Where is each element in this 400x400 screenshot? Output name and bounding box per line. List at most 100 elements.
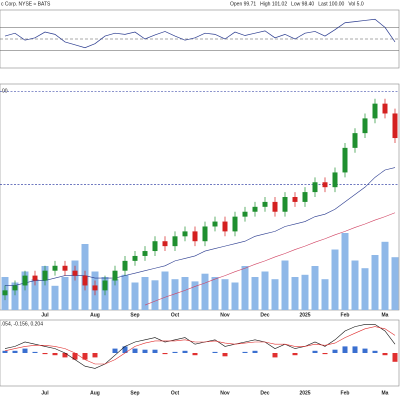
candle-body [72, 270, 78, 276]
macd-histogram [132, 348, 138, 353]
candle-body [42, 270, 48, 281]
signal-line [4, 326, 396, 365]
volume-bar [321, 279, 329, 310]
volume-bar [381, 241, 389, 310]
volume-bar [281, 260, 289, 310]
macd-histogram [342, 346, 348, 353]
candle-body [262, 201, 268, 207]
x-tick-label: Ma [382, 312, 389, 318]
volume-bar [241, 266, 249, 310]
x-tick-label: Aug [90, 312, 100, 318]
macd-histogram [82, 353, 88, 360]
macd-histogram [22, 348, 28, 353]
candle-body [282, 197, 288, 212]
x-tick-label: Sep [130, 312, 139, 318]
volume-bar [371, 255, 379, 310]
macd-histogram [172, 351, 178, 353]
candle-body [152, 241, 158, 252]
volume-bar [171, 279, 179, 310]
chart-title: c Corp. NYSE ≈ BATS [1, 1, 51, 7]
candle-body [242, 211, 248, 217]
macd-histogram [222, 353, 228, 357]
x-tick-label: 2025 [299, 390, 310, 396]
volume-bar [71, 260, 79, 310]
moving-average [5, 167, 396, 286]
macd-histogram [52, 353, 58, 356]
candle-body [32, 275, 38, 281]
candle-body [212, 221, 218, 227]
x-tick-label: Nov [220, 390, 230, 396]
macd-histogram [162, 353, 168, 355]
volume-bar [131, 282, 139, 310]
candle-body [302, 192, 308, 202]
volume-bar [201, 273, 209, 310]
volume-bar [21, 271, 29, 310]
x-tick-label: Oct [171, 312, 180, 318]
candle-body [22, 275, 28, 286]
volume-bar [331, 249, 339, 310]
x-tick-label: Feb [341, 390, 350, 396]
macd-histogram [2, 350, 8, 353]
volume-bar [291, 277, 299, 310]
macd-histogram [332, 349, 338, 353]
macd-histogram [122, 346, 128, 353]
macd-label: .054, -0.156, 0.204 [1, 321, 43, 327]
candle-body [122, 260, 128, 271]
macd-histogram [182, 350, 188, 353]
rsi-line [4, 18, 396, 49]
volume-bar [151, 280, 159, 310]
moving-average [144, 212, 396, 306]
macd-histogram [62, 353, 68, 358]
quote-field: High 101.02 [260, 1, 287, 7]
x-tick-label: Jul [41, 312, 49, 318]
macd-histogram [32, 351, 38, 353]
volume-bar [231, 282, 239, 310]
candle-body [332, 172, 338, 188]
quote-field: Open 99.71 [230, 1, 256, 7]
candle-body [312, 182, 318, 193]
candle-body [292, 197, 298, 202]
candle-body [82, 275, 88, 286]
volume-bar [191, 281, 199, 310]
volume-bar [391, 257, 399, 310]
volume-bar [211, 277, 219, 310]
candle-body [272, 201, 278, 212]
macd-histogram [92, 353, 98, 358]
volume-bar [41, 266, 49, 310]
candle-body [372, 103, 378, 119]
x-tick-label: Jul [41, 390, 49, 396]
volume-bar [221, 279, 229, 310]
macd-histogram [322, 353, 328, 355]
volume-bar [351, 260, 359, 310]
candle-body [232, 216, 238, 232]
volume-bar [251, 277, 259, 310]
macd-histogram [212, 351, 218, 353]
x-tick-label: Sep [130, 390, 139, 396]
price-panel [0, 83, 400, 311]
macd-histogram [42, 353, 48, 355]
candle-body [2, 290, 8, 296]
macd-histogram [292, 353, 298, 356]
x-tick-label: Dec [260, 390, 269, 396]
candle-body [362, 118, 368, 134]
macd-histogram [272, 353, 278, 358]
candle-body [172, 236, 178, 247]
x-tick-label: Nov [220, 312, 230, 318]
macd-panel [0, 319, 400, 387]
volume-bar [271, 279, 279, 310]
quote-field: Vol 5.0 [348, 1, 364, 7]
x-tick-label: 2025 [299, 312, 310, 318]
volume-bar [61, 277, 69, 310]
candle-body [352, 133, 358, 148]
candle-body [162, 241, 168, 247]
macd-histogram [112, 348, 118, 353]
quote-field: Low 98.40 [291, 1, 314, 7]
volume-bar [161, 271, 169, 310]
volume-bar [51, 285, 59, 310]
volume-bar [341, 233, 349, 310]
x-tick-label: Feb [341, 312, 350, 318]
macd-histogram [242, 351, 248, 353]
x-tick-label: Dec [260, 312, 269, 318]
x-tick-label: Aug [90, 390, 100, 396]
macd-histogram [352, 346, 358, 353]
